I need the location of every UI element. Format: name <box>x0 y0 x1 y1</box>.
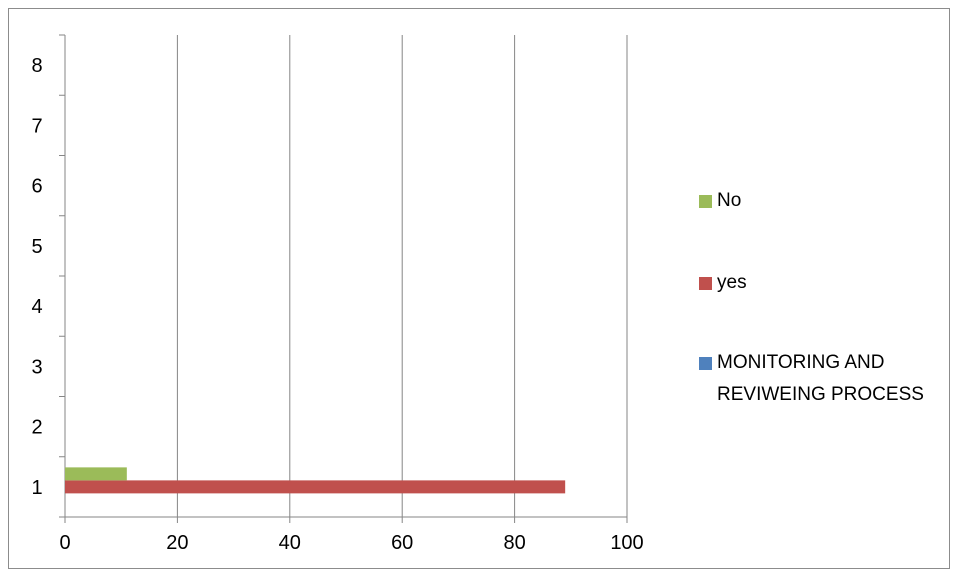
y-tick-label-4: 4 <box>31 296 42 318</box>
x-tick-label-60: 60 <box>391 532 413 554</box>
y-tick-label-8: 8 <box>31 55 42 77</box>
legend-item-monitoring-and-reviweing-process: MONITORING AND REVIWEING PROCESS <box>699 347 958 411</box>
y-tick-label-6: 6 <box>31 176 42 198</box>
legend-swatch <box>699 195 712 208</box>
x-tick-label-80: 80 <box>503 532 525 554</box>
y-tick-label-1: 1 <box>31 477 42 499</box>
chart-frame: 0 20 40 60 80 100 1 2 3 4 5 6 7 8 No yes MONITORING AND… <box>8 8 950 569</box>
legend-label: No <box>717 190 742 211</box>
x-tick-label-20: 20 <box>166 532 188 554</box>
x-tick-label-40: 40 <box>279 532 301 554</box>
y-tick-label-7: 7 <box>31 115 42 137</box>
bar-yes-1 <box>65 480 566 494</box>
legend-swatch <box>699 277 712 290</box>
y-tick-label-5: 5 <box>31 236 42 258</box>
y-tick-label-3: 3 <box>31 356 42 378</box>
legend-label: yes <box>717 272 747 293</box>
legend-swatch <box>699 357 712 370</box>
plot-area: 0 20 40 60 80 100 1 2 3 4 5 6 7 8 <box>31 34 644 554</box>
x-tick-label-0: 0 <box>59 532 70 554</box>
bar-no-1 <box>65 467 127 481</box>
legend-label: MONITORING AND REVIWEING PROCESS <box>717 352 924 405</box>
legend-item-yes: yes <box>699 267 747 299</box>
legend-item-no: No <box>699 185 741 217</box>
y-tick-label-2: 2 <box>31 417 42 439</box>
x-tick-label-100: 100 <box>610 532 643 554</box>
